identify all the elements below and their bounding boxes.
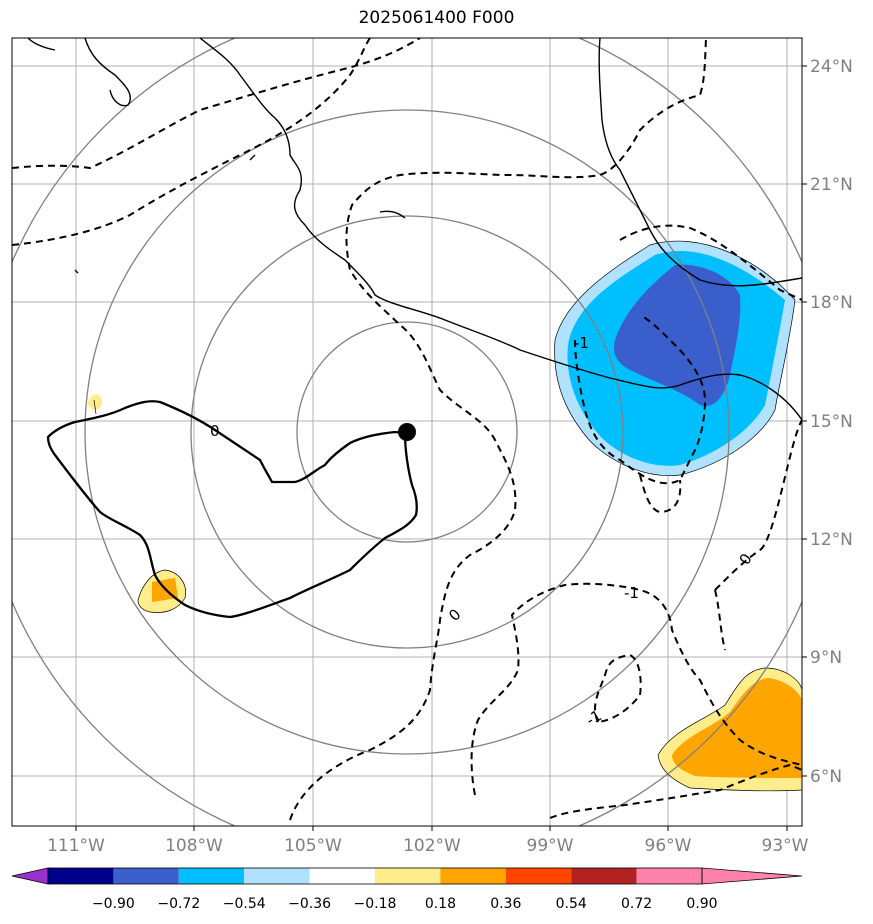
contour-label: 0 — [210, 422, 220, 440]
lon-label: 105°W — [284, 836, 342, 856]
lon-label: 96°W — [645, 836, 692, 856]
colorbar-label: −0.36 — [288, 896, 331, 912]
lon-label: 111°W — [47, 836, 105, 856]
colorbar-segment — [309, 868, 375, 884]
lon-label: 93°W — [762, 836, 809, 856]
colorbar-label: 0.54 — [556, 896, 587, 912]
lat-label: 6°N — [810, 767, 842, 787]
colorbar-segment — [505, 868, 572, 884]
colorbar-label: −0.90 — [92, 896, 135, 912]
contour-label: -1 — [624, 584, 639, 602]
lon-label: 102°W — [403, 836, 461, 856]
range-rings — [12, 38, 802, 826]
contour-label: -1 — [583, 706, 605, 729]
lat-label: 9°N — [810, 648, 842, 668]
colorbar-segment — [636, 868, 702, 884]
lon-label: 99°W — [527, 836, 574, 856]
map-title: 2025061400 F000 — [358, 8, 515, 28]
storm-center-marker — [398, 423, 416, 441]
colorbar-segment — [113, 868, 179, 884]
colorbar-label: 0.36 — [490, 896, 521, 912]
lat-label: 15°N — [810, 412, 853, 432]
lat-label: 21°N — [810, 175, 853, 195]
colorbar-label: −0.54 — [223, 896, 266, 912]
colorbar-extend-low — [11, 867, 49, 885]
contour-label: 0 — [736, 550, 756, 568]
filled-region-orange-w — [88, 394, 186, 613]
colorbar-labels: −0.90 −0.72 −0.54 −0.36 −0.18 0.18 0.36 … — [92, 896, 718, 912]
zero-contour — [46, 400, 418, 619]
colorbar-segment — [440, 868, 506, 884]
contour-label: -1 — [574, 334, 589, 352]
lat-label: 24°N — [810, 57, 853, 77]
map-frame — [11, 37, 803, 827]
coastlines — [27, 38, 802, 421]
dashed-contours — [12, 38, 802, 821]
colorbar-segment — [571, 868, 637, 884]
colorbar-label: −0.18 — [354, 896, 397, 912]
lon-label: 108°W — [165, 836, 223, 856]
colorbar-label: 0.90 — [686, 896, 717, 912]
map-area: 0 0 0 -1 -1 -1 — [12, 38, 802, 826]
lat-label: 18°N — [810, 293, 853, 313]
colorbar-extend-high — [701, 867, 803, 885]
lat-ticks — [802, 65, 807, 777]
lat-label: 12°N — [810, 530, 853, 550]
colorbar-label: 0.18 — [425, 896, 456, 912]
colorbar — [11, 867, 803, 885]
lon-ticks — [75, 826, 788, 831]
colorbar-segment — [178, 868, 245, 884]
colorbar-label: −0.72 — [157, 896, 200, 912]
colorbar-segment — [48, 868, 114, 884]
colorbar-label: 0.72 — [621, 896, 652, 912]
contour-label: 0 — [445, 605, 464, 624]
colorbar-segment — [375, 868, 441, 884]
filled-region-orange-se — [657, 667, 802, 792]
filled-region-blue — [554, 240, 796, 476]
colorbar-segment — [244, 868, 310, 884]
